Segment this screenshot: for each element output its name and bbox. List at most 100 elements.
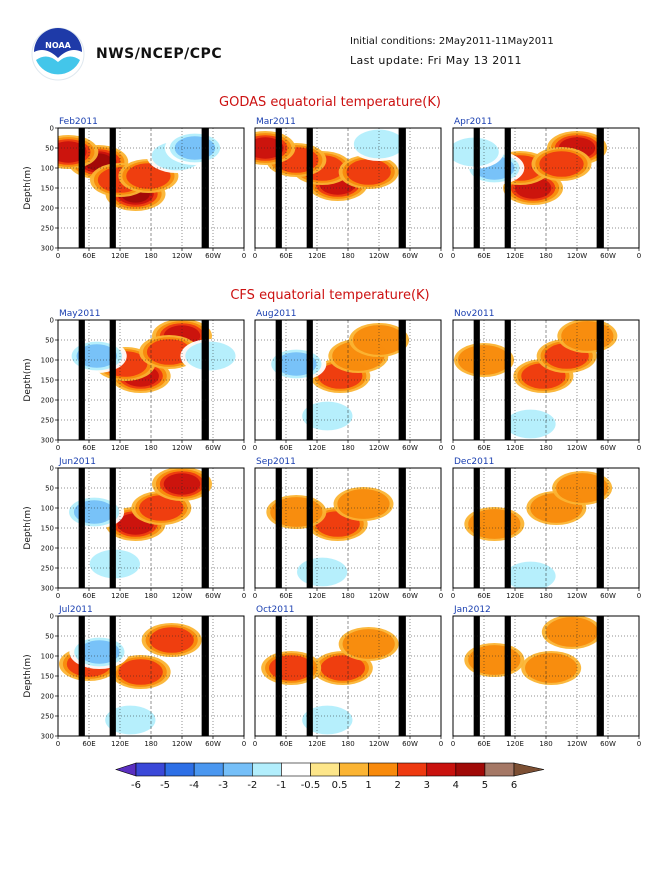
x-tick-label: 0 bbox=[56, 592, 60, 600]
panel-label: Apr2011 bbox=[454, 117, 492, 127]
anomaly-blob bbox=[297, 557, 348, 587]
panel-Aug2011: Aug2011 0 60E 120E 180 120W 60W 0 bbox=[253, 309, 443, 452]
panel-label: May2011 bbox=[59, 309, 101, 319]
x-tick-label: 180 bbox=[144, 592, 157, 600]
panel-May2011: May2011 0 60E 120E 180 120W 60W 0 0 50 100 150 200 25… bbox=[23, 309, 246, 452]
colorbar-tick-label: -6 bbox=[131, 780, 141, 791]
colorbar-tick-label: 6 bbox=[511, 780, 517, 791]
x-tick-label: 0 bbox=[439, 444, 443, 452]
anomaly-blob bbox=[302, 705, 353, 735]
x-tick-label: 120W bbox=[172, 592, 192, 600]
colorbar-swatch bbox=[426, 762, 457, 777]
anomaly-blob bbox=[539, 151, 584, 177]
y-tick-label: 150 bbox=[41, 377, 54, 385]
x-tick-label: 60W bbox=[205, 444, 221, 452]
land-mask bbox=[473, 128, 480, 248]
anomaly-blob bbox=[525, 653, 578, 683]
panel-label: Sep2011 bbox=[256, 457, 296, 467]
x-tick-label: 120W bbox=[567, 740, 587, 748]
y-tick-label: 250 bbox=[41, 417, 54, 425]
colorbar-tick-label: -3 bbox=[218, 780, 228, 791]
land-mask bbox=[78, 616, 85, 736]
colorbar-swatch bbox=[135, 762, 166, 777]
y-tick-label: 0 bbox=[50, 125, 54, 133]
panel-Oct2011: Oct2011 0 60E 120E 180 120W 60W 0 bbox=[253, 605, 443, 748]
colorbar-swatch bbox=[310, 762, 340, 777]
x-tick-label: 120E bbox=[308, 444, 326, 452]
colorbar-max-arrow bbox=[513, 762, 545, 777]
colorbar-tick-label: 2 bbox=[395, 780, 401, 791]
anomaly-blob bbox=[545, 617, 598, 647]
y-tick-label: 0 bbox=[50, 613, 54, 621]
colorbar-tick-label: 5 bbox=[482, 780, 488, 791]
initial-conditions-label: Initial conditions: 2May2011-11May2011 bbox=[350, 36, 554, 47]
y-tick-label: 0 bbox=[50, 317, 54, 325]
anomaly-blob bbox=[185, 341, 236, 371]
y-tick-label: 300 bbox=[41, 245, 54, 253]
x-tick-label: 60E bbox=[82, 740, 95, 748]
x-tick-label: 0 bbox=[253, 592, 257, 600]
y-axis-label: Depth(m) bbox=[23, 166, 33, 209]
colorbar-tick-label: -1 bbox=[276, 780, 286, 791]
section-title: CFS equatorial temperature(K) bbox=[230, 288, 429, 303]
colorbar-tick-label: -4 bbox=[189, 780, 199, 791]
x-tick-label: 60W bbox=[402, 740, 418, 748]
land-mask bbox=[473, 468, 480, 588]
land-mask bbox=[275, 616, 282, 736]
x-tick-label: 60E bbox=[279, 252, 292, 260]
y-tick-label: 150 bbox=[41, 525, 54, 533]
panel-label: Oct2011 bbox=[256, 605, 294, 615]
x-tick-label: 60W bbox=[205, 740, 221, 748]
y-tick-label: 150 bbox=[41, 673, 54, 681]
x-tick-label: 0 bbox=[56, 252, 60, 260]
land-mask bbox=[275, 128, 282, 248]
y-tick-label: 200 bbox=[41, 397, 54, 405]
panel-label: Nov2011 bbox=[454, 309, 494, 319]
x-tick-label: 0 bbox=[451, 252, 455, 260]
x-tick-label: 0 bbox=[242, 592, 246, 600]
anomaly-blob bbox=[337, 489, 390, 519]
land-mask bbox=[473, 616, 480, 736]
x-tick-label: 0 bbox=[451, 592, 455, 600]
colorbar-tick-label: -0.5 bbox=[301, 780, 321, 791]
anomaly-blob bbox=[276, 352, 317, 376]
x-tick-label: 60W bbox=[600, 252, 616, 260]
x-tick-label: 120W bbox=[369, 740, 389, 748]
anomaly-blob bbox=[346, 159, 391, 185]
panel-Feb2011: Feb2011 0 60E 120E 180 120W 60W 0 0 50 100 150 200 25… bbox=[23, 117, 246, 260]
x-tick-label: 180 bbox=[539, 740, 552, 748]
x-tick-label: 0 bbox=[253, 444, 257, 452]
y-tick-label: 100 bbox=[41, 653, 54, 661]
x-tick-label: 120W bbox=[567, 444, 587, 452]
x-tick-label: 120W bbox=[172, 740, 192, 748]
y-tick-label: 300 bbox=[41, 437, 54, 445]
panel-Jun2011: Jun2011 0 60E 120E 180 120W 60W 0 0 50 100 150 200 25… bbox=[23, 457, 246, 600]
x-tick-label: 60E bbox=[82, 444, 95, 452]
colorbar-tick-label: -2 bbox=[247, 780, 257, 791]
x-tick-label: 60E bbox=[82, 252, 95, 260]
x-tick-label: 180 bbox=[144, 252, 157, 260]
land-mask bbox=[473, 320, 480, 440]
x-tick-label: 60E bbox=[477, 252, 490, 260]
colorbar-swatch bbox=[339, 762, 369, 777]
anomaly-blob bbox=[174, 136, 216, 160]
anomaly-blob bbox=[146, 339, 192, 365]
x-tick-label: 60W bbox=[600, 740, 616, 748]
x-tick-label: 120E bbox=[308, 592, 326, 600]
panel-Apr2011: Apr2011 0 60E 120E 180 120W 60W 0 bbox=[451, 117, 641, 260]
x-tick-label: 60W bbox=[600, 592, 616, 600]
anomaly-blob bbox=[561, 321, 614, 351]
colorbar-swatch bbox=[193, 762, 224, 777]
x-tick-label: 0 bbox=[451, 740, 455, 748]
x-tick-label: 180 bbox=[144, 740, 157, 748]
x-tick-label: 180 bbox=[341, 592, 354, 600]
logo-text: NOAA bbox=[45, 41, 71, 50]
x-tick-label: 0 bbox=[637, 444, 641, 452]
colorbar-tick-label: -5 bbox=[160, 780, 170, 791]
land-mask bbox=[78, 320, 85, 440]
panel-label: Feb2011 bbox=[59, 117, 98, 127]
x-tick-label: 120W bbox=[567, 252, 587, 260]
x-tick-label: 60W bbox=[402, 252, 418, 260]
x-tick-label: 0 bbox=[242, 740, 246, 748]
x-tick-label: 0 bbox=[637, 592, 641, 600]
